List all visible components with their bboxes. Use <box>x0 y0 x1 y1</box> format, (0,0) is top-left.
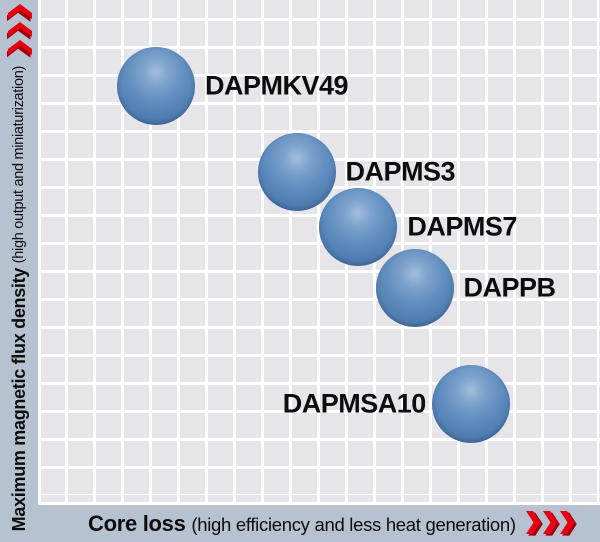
data-point-label: DAPMS7 <box>407 211 517 242</box>
data-point-bubble <box>319 188 398 267</box>
x-axis-label-paren: (high efficiency and less heat generatio… <box>191 513 516 535</box>
y-axis-bar: Maximum magnetic flux density (high outp… <box>0 56 38 542</box>
x-axis-bar: Core loss (high efficiency and less heat… <box>38 505 600 542</box>
data-point-bubble <box>375 248 454 327</box>
triple-chevron-right-icon <box>525 510 577 536</box>
y-axis-label-main: Maximum magnetic flux density <box>8 263 29 532</box>
data-point-label: DAPMS3 <box>345 156 456 187</box>
x-axis-label-main: Core loss <box>88 510 192 536</box>
y-axis-label: Maximum magnetic flux density (high outp… <box>9 66 30 531</box>
data-point-label: DAPMSA10 <box>282 388 427 419</box>
data-point-bubble <box>117 46 196 125</box>
x-axis-label: Core loss (high efficiency and less heat… <box>88 511 516 537</box>
data-point-bubble <box>431 365 510 443</box>
data-point-label: DAPPB <box>463 272 557 303</box>
y-axis-label-paren: (high output and miniaturization) <box>10 66 27 264</box>
data-point-label: DAPMKV49 <box>205 70 349 101</box>
triple-chevron-up-icon <box>7 4 32 58</box>
data-point-bubble <box>257 132 336 211</box>
